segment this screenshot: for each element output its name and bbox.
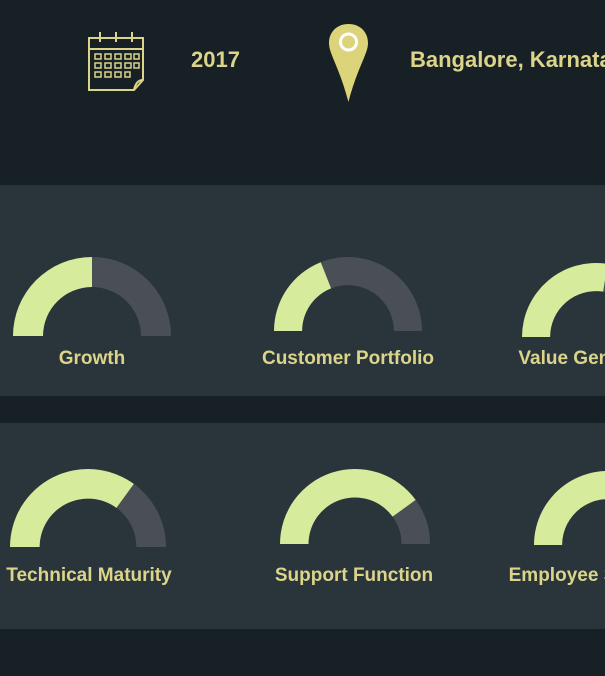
gauge-fill <box>534 471 605 545</box>
gauge-label-technical-maturity: Technical Maturity <box>6 565 172 586</box>
gauge-panel-bottom: Technical Maturity Support Function Empl… <box>0 423 605 629</box>
location-text: Bangalore, Karnataka <box>410 47 605 72</box>
gauge-value-generation <box>522 263 605 337</box>
gauge-support-function <box>280 469 430 544</box>
gauge-fill <box>274 262 332 331</box>
employee-satisfaction-gauge-chart <box>534 471 605 545</box>
calendar-icon <box>88 32 144 91</box>
customer-portfolio-gauge-chart <box>274 257 422 331</box>
gauge-track <box>320 257 422 331</box>
year-text: 2017 <box>191 47 240 72</box>
gauge-employee-satisfaction <box>534 471 605 545</box>
gauge-fill <box>280 469 416 544</box>
gauge-track <box>116 483 166 547</box>
growth-gauge-chart <box>13 257 171 336</box>
info-row: 2017 Bangalore, Karnataka <box>0 0 605 185</box>
technical-maturity-gauge-chart <box>10 469 166 547</box>
gauge-panel-top: Growth Customer Portfolio Value Generati… <box>0 185 605 396</box>
gauge-label-growth: Growth <box>58 348 126 369</box>
gauge-fill <box>522 263 605 337</box>
gauge-track <box>92 257 171 336</box>
gauge-label-value-generation: Value Generation <box>518 348 605 369</box>
value-generation-gauge-chart <box>522 263 605 337</box>
gauge-fill <box>10 469 134 547</box>
gauge-fill <box>13 257 92 336</box>
gauge-label-support-function: Support Function <box>274 565 434 586</box>
gauge-growth <box>13 257 171 336</box>
gauge-customer-portfolio <box>274 257 422 331</box>
gauge-label-customer-portfolio: Customer Portfolio <box>261 348 435 369</box>
gauge-label-employee-satisfaction: Employee Satisfaction <box>508 565 605 586</box>
support-function-gauge-chart <box>280 469 430 544</box>
gauge-technical-maturity <box>10 469 166 547</box>
gauge-track <box>392 499 430 544</box>
map-pin-icon <box>329 24 368 102</box>
